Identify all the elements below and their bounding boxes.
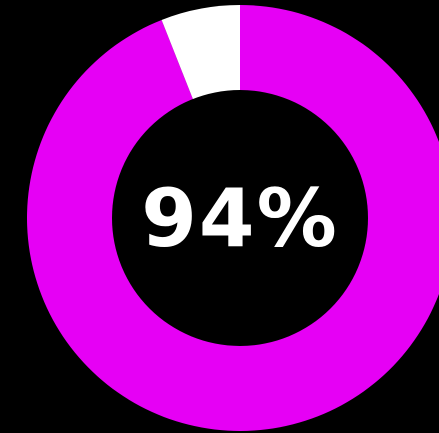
center-percentage-label: 94% [141, 172, 338, 265]
donut-hole [112, 90, 368, 346]
